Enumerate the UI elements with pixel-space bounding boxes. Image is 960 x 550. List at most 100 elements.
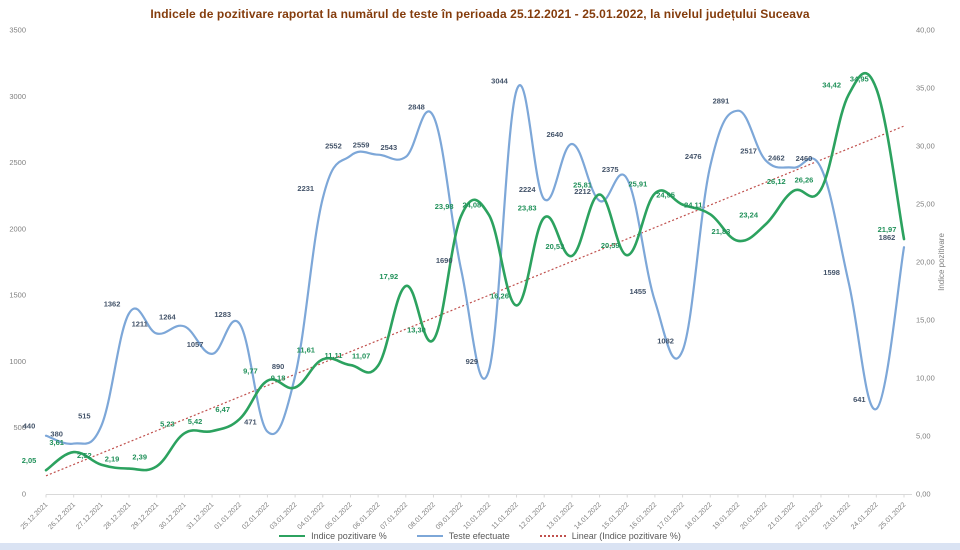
- data-label-teste: 929: [466, 357, 479, 366]
- x-axis-date-label: 05.01.2022: [324, 501, 354, 531]
- left-axis-tick-label: 2000: [9, 224, 26, 233]
- left-axis-tick-label: 500: [13, 423, 26, 432]
- right-axis-tick-label: 25,00: [916, 200, 935, 209]
- x-axis-date-label: 12.01.2022: [518, 501, 548, 531]
- x-axis-date-label: 22.01.2022: [795, 501, 825, 531]
- data-label-teste: 2552: [325, 142, 342, 151]
- data-label-indice: 20,59: [601, 241, 620, 250]
- data-label-indice: 11,07: [352, 352, 370, 361]
- x-axis-date-label: 15.01.2022: [601, 501, 631, 531]
- data-label-teste: 2460: [796, 154, 813, 163]
- x-axis-date-label: 20.01.2022: [739, 501, 769, 531]
- data-label-indice: 24,08: [462, 201, 481, 210]
- data-label-indice: 25,91: [629, 179, 648, 188]
- data-label-teste: 1211: [132, 319, 148, 328]
- data-label-teste: 380: [50, 430, 63, 439]
- data-label-teste: 515: [78, 412, 91, 421]
- legend-item-teste-efectuate: Teste efectuate: [416, 531, 510, 541]
- x-axis-date-label: 26.12.2021: [47, 501, 77, 531]
- right-axis-tick-label: 15,00: [916, 316, 935, 325]
- data-label-indice: 2,39: [132, 452, 147, 461]
- right-axis-title: Indice pozitivare: [937, 233, 946, 291]
- x-axis-date-label: 19.01.2022: [712, 501, 742, 531]
- data-label-teste: 1082: [657, 337, 674, 346]
- data-label-teste: 641: [853, 395, 866, 404]
- left-axis-tick-label: 3000: [9, 92, 26, 101]
- x-axis-date-label: 24.01.2022: [850, 501, 880, 531]
- data-label-teste: 1264: [159, 312, 177, 321]
- right-axis-tick-label: 5,00: [916, 432, 931, 441]
- x-axis-date-label: 03.01.2022: [269, 501, 299, 531]
- x-axis-date-label: 10.01.2022: [463, 501, 493, 531]
- right-axis-tick-label: 10,00: [916, 374, 935, 383]
- right-axis-tick-label: 20,00: [916, 258, 935, 267]
- x-axis-date-label: 18.01.2022: [684, 501, 714, 531]
- x-axis-date-label: 14.01.2022: [573, 501, 603, 531]
- data-label-indice: 23,83: [518, 204, 537, 213]
- data-label-indice: 24,95: [656, 191, 675, 200]
- data-label-indice: 17,92: [379, 272, 398, 281]
- x-axis-date-label: 07.01.2022: [379, 501, 409, 531]
- data-label-indice: 11,11: [324, 351, 342, 360]
- data-label-indice: 21,83: [712, 227, 731, 236]
- data-label-teste: 1362: [104, 299, 121, 308]
- x-axis-date-label: 23.01.2022: [822, 501, 852, 531]
- x-axis-date-label: 31.12.2021: [186, 501, 216, 531]
- data-label-teste: 3044: [491, 76, 509, 85]
- data-label-indice: 21,97: [878, 225, 897, 234]
- data-label-indice: 2,19: [105, 455, 120, 464]
- data-label-indice: 34,95: [850, 75, 869, 84]
- trendline-linear: [45, 125, 905, 477]
- data-label-indice: 25,81: [573, 181, 592, 190]
- data-label-indice: 5,23: [160, 419, 175, 428]
- x-axis-date-label: 13.01.2022: [546, 501, 576, 531]
- x-axis-date-label: 02.01.2022: [241, 501, 271, 531]
- data-label-teste: 2224: [519, 185, 537, 194]
- data-label-indice: 6,47: [215, 405, 230, 414]
- legend-item-indice-pozitivare: Indice pozitivare %: [279, 531, 387, 541]
- data-label-indice: 24,11: [684, 200, 702, 209]
- left-axis-tick-label: 2500: [9, 158, 26, 167]
- data-label-teste: 2517: [740, 146, 757, 155]
- series-line-teste-efectuate: [44, 84, 906, 445]
- legend-label: Linear (Indice pozitivare %): [571, 531, 681, 541]
- x-axis-date-label: 25.12.2021: [20, 501, 50, 531]
- blue-line-swatch-icon: [416, 535, 443, 537]
- data-label-teste: 1283: [214, 310, 231, 319]
- green-line-swatch-icon: [279, 535, 306, 537]
- data-label-indice: 11,61: [297, 345, 315, 354]
- left-axis-tick-label: 1500: [9, 291, 26, 300]
- legend-item-linear-trend: Linear (Indice pozitivare %): [539, 531, 681, 541]
- left-axis-tick-label: 3500: [9, 26, 26, 35]
- red-dotted-swatch-icon: [539, 535, 566, 537]
- x-axis-date-label: 11.01.2022: [491, 501, 520, 530]
- x-axis-date-label: 28.12.2021: [103, 501, 133, 531]
- data-label-teste: 471: [244, 418, 257, 427]
- data-label-indice: 9,77: [243, 367, 258, 376]
- right-axis-tick-label: 30,00: [916, 142, 935, 151]
- data-label-teste: 890: [272, 362, 285, 371]
- right-axis-tick-label: 35,00: [916, 84, 935, 93]
- data-label-teste: 1057: [187, 340, 204, 349]
- data-label-teste: 2543: [380, 143, 397, 152]
- data-label-indice: 5,42: [188, 417, 203, 426]
- right-axis-tick-label: 0,00: [916, 490, 931, 499]
- data-label-teste: 1862: [879, 233, 896, 242]
- chart-legend: Indice pozitivare % Teste efectuate Line…: [0, 531, 960, 541]
- data-label-teste: 2375: [602, 165, 619, 174]
- data-label-indice: 23,24: [739, 210, 759, 219]
- data-label-teste: 1455: [630, 287, 647, 296]
- right-axis-tick-label: 40,00: [916, 26, 935, 35]
- data-label-teste: 440: [23, 422, 36, 431]
- x-axis-date-label: 01.01.2022: [213, 501, 243, 531]
- data-label-indice: 26,12: [767, 177, 786, 186]
- chart-title: Indicele de pozitivare raportat la număr…: [150, 7, 810, 21]
- data-label-teste: 2476: [685, 152, 702, 161]
- series-line-indice-pozitivare: [44, 72, 906, 472]
- x-axis-date-label: 09.01.2022: [435, 501, 465, 531]
- legend-label: Indice pozitivare %: [311, 531, 387, 541]
- data-label-indice: 9,18: [271, 374, 286, 383]
- data-label-teste: 2559: [353, 141, 370, 150]
